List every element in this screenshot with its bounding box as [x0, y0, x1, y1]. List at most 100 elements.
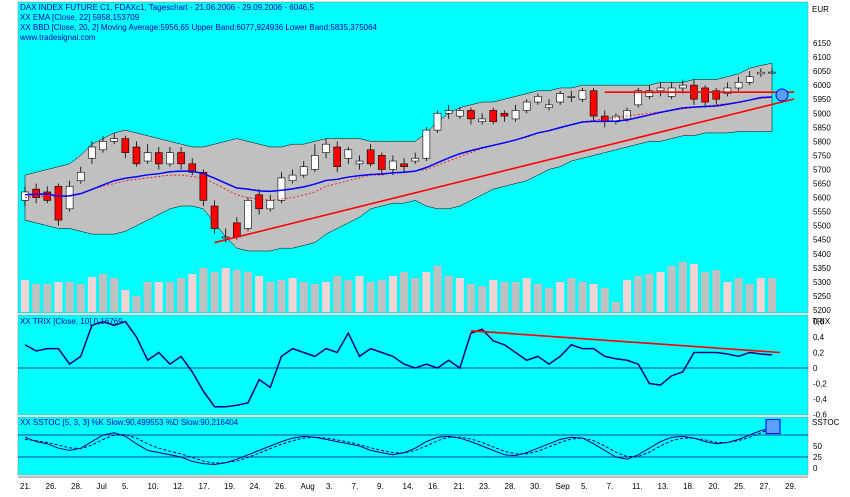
date-tick-label: 28.	[71, 482, 82, 491]
date-tick-label: Jul	[97, 482, 107, 491]
candle-body	[210, 205, 219, 229]
price-tick-label: 5600	[813, 194, 831, 203]
date-tick-label: 3.	[326, 482, 333, 491]
volume-bar	[422, 272, 431, 312]
price-tick-label: 5700	[813, 165, 831, 174]
candle-body	[366, 149, 375, 165]
date-tick-label: 11.	[632, 482, 643, 491]
candle-body	[768, 71, 776, 74]
candle-body	[534, 96, 542, 103]
candle-body	[723, 87, 732, 94]
bollinger-band-area	[24, 62, 773, 252]
price-tick-label: 5900	[813, 109, 831, 118]
volume-bar	[768, 278, 776, 312]
candle-body	[288, 174, 297, 182]
ema-legend: XX EMA [Close, 22] 5958,153709	[20, 13, 140, 22]
price-tick-label: 5550	[813, 208, 831, 217]
axes: 6150 6100 6050 6000 5950 5900 5850 5800 5750 5700…	[18, 39, 831, 491]
volume-bar	[76, 284, 85, 312]
trix-tick-label: 0,2	[813, 349, 825, 358]
volume-bar	[511, 282, 520, 312]
candle-body	[32, 188, 40, 198]
date-tick-label: 24.	[250, 482, 261, 491]
date-tick-label: 12.	[173, 482, 184, 491]
support-trendline	[214, 98, 795, 244]
price-tick-label: 5950	[813, 95, 831, 104]
candle-body	[422, 129, 431, 159]
date-tick-label: 30.	[530, 482, 541, 491]
price-tick-label: 5350	[813, 264, 831, 273]
bb-legend: XX BBD [Close, 20, 2] Moving Average:595…	[20, 23, 378, 32]
price-tick-label: 5450	[813, 236, 831, 245]
candle-body	[545, 104, 553, 108]
candle-body	[154, 152, 163, 165]
candle-body	[132, 146, 141, 165]
date-tick-label: 9.	[377, 482, 384, 491]
candle-body	[344, 149, 353, 159]
trix-axis-label: TRIX	[812, 317, 831, 326]
volume-bar	[377, 280, 386, 312]
date-tick-label: 5.	[122, 482, 129, 491]
candle-body	[199, 171, 208, 201]
volume-bar	[556, 282, 565, 312]
volume-bar	[645, 274, 654, 312]
candle-body	[99, 141, 107, 151]
volume-bar	[611, 302, 620, 312]
volume-bar	[689, 264, 698, 312]
volume-bar	[177, 278, 186, 312]
date-tick-label: 21.	[454, 482, 465, 491]
volume-bar	[21, 280, 29, 312]
date-tick-label: 18.	[683, 482, 694, 491]
date-tick-label: 5.	[581, 482, 588, 491]
candle-body	[76, 171, 85, 182]
candle-body	[255, 194, 263, 210]
candle-body	[88, 146, 96, 159]
candle-body	[444, 110, 453, 114]
candle-body	[400, 163, 408, 167]
volume-bar	[411, 278, 420, 312]
price-tick-label: 6100	[813, 53, 831, 62]
sstoc-tick-label: 50	[813, 442, 822, 451]
sstoc-title: XX SSTOC [5, 3, 3] %K Slow:90,499553 %D …	[20, 418, 239, 427]
candle-body	[121, 138, 130, 153]
volume-bar	[32, 284, 41, 312]
price-marker	[775, 88, 789, 102]
price-tick-label: 5500	[813, 222, 831, 231]
volume-bars	[21, 262, 776, 312]
volume-bar	[99, 274, 108, 312]
sstoc-marker	[765, 419, 781, 435]
volume-bar	[600, 288, 609, 312]
date-tick-label: 27.	[760, 482, 771, 491]
candle-body	[634, 90, 643, 106]
candle-body	[266, 200, 275, 210]
volume-bar	[243, 272, 252, 312]
candle-body	[411, 157, 420, 162]
candle-body	[54, 186, 63, 221]
volume-bar	[466, 284, 475, 312]
volume-bar	[578, 282, 587, 312]
candlesticks	[21, 68, 776, 243]
volume-bar	[756, 278, 765, 312]
candle-body	[567, 96, 576, 98]
site-credit: www.tradesignal.com	[19, 33, 96, 42]
price-tick-label: 5400	[813, 250, 831, 259]
candle-body	[500, 112, 509, 117]
candle-body	[389, 160, 397, 170]
date-tick-label: 29.	[785, 482, 796, 491]
volume-bar	[545, 288, 554, 312]
candle-body	[656, 87, 665, 92]
volume-bar	[132, 296, 141, 312]
candle-body	[188, 163, 197, 173]
date-tick-label: 7.	[352, 482, 359, 491]
candle-body	[244, 200, 252, 229]
trix-tick-label: 0,6	[813, 318, 825, 327]
candle-body	[757, 71, 765, 75]
volume-bar	[65, 282, 74, 312]
volume-bar	[143, 282, 152, 312]
sstoc-axis-label: SSTOC	[812, 418, 840, 427]
date-tick-label: 21.	[20, 482, 31, 491]
candle-body	[355, 160, 364, 165]
date-tick-label: 7.	[607, 482, 614, 491]
trix-title: XX TRIX [Close, 10] 0,16769	[20, 317, 123, 326]
